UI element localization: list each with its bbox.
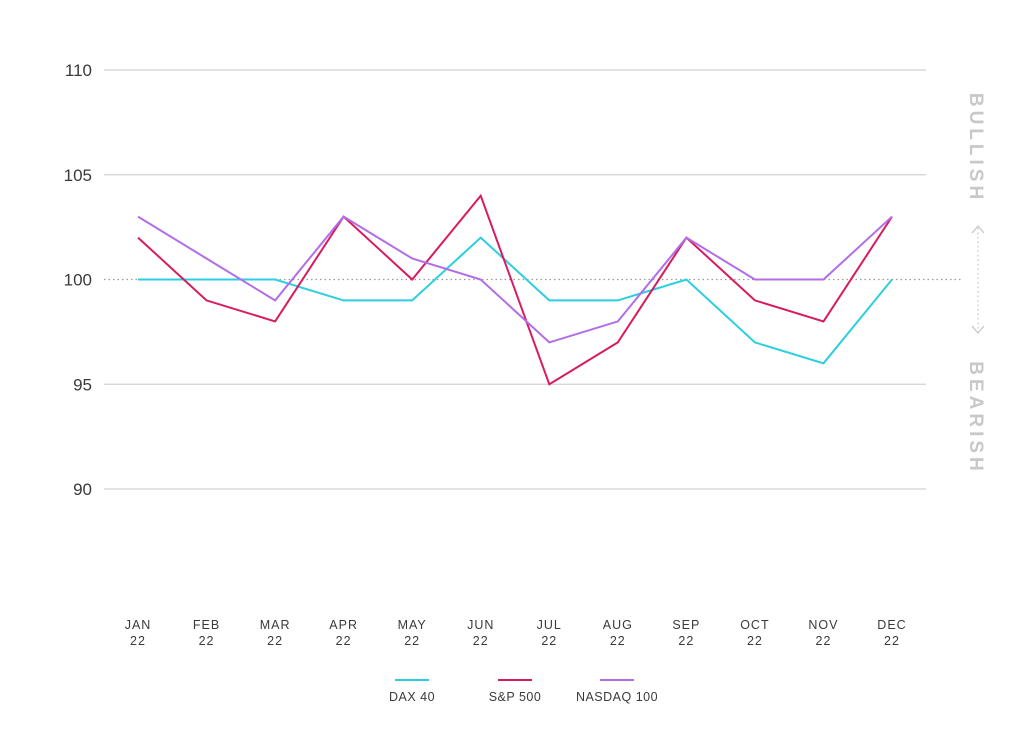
legend-label-s-p-500: S&P 500 <box>489 690 542 704</box>
x-tick-month-jan: JAN <box>125 618 152 632</box>
x-tick-year-feb: 22 <box>199 634 215 648</box>
y-tick-label-105: 105 <box>64 166 92 185</box>
x-tick-month-feb: FEB <box>193 618 220 632</box>
x-tick-month-dec: DEC <box>877 618 906 632</box>
x-tick-month-jun: JUN <box>467 618 494 632</box>
x-tick-month-jul: JUL <box>537 618 562 632</box>
y-tick-label-100: 100 <box>64 271 92 290</box>
bearish-label: BEARISH <box>965 361 986 475</box>
x-tick-year-jun: 22 <box>473 634 489 648</box>
x-tick-month-oct: OCT <box>740 618 769 632</box>
x-tick-year-jan: 22 <box>130 634 146 648</box>
x-tick-month-sep: SEP <box>672 618 700 632</box>
x-tick-year-sep: 22 <box>678 634 694 648</box>
x-tick-year-oct: 22 <box>747 634 763 648</box>
x-tick-month-nov: NOV <box>808 618 838 632</box>
series-line-s-p-500 <box>138 196 892 385</box>
x-tick-year-apr: 22 <box>336 634 352 648</box>
x-tick-year-mar: 22 <box>267 634 283 648</box>
legend-label-dax-40: DAX 40 <box>389 690 435 704</box>
x-tick-year-nov: 22 <box>816 634 832 648</box>
x-tick-year-jul: 22 <box>541 634 557 648</box>
x-tick-year-dec: 22 <box>884 634 900 648</box>
x-tick-month-apr: APR <box>329 618 358 632</box>
y-tick-label-110: 110 <box>65 61 92 80</box>
x-tick-month-may: MAY <box>398 618 427 632</box>
x-tick-year-aug: 22 <box>610 634 626 648</box>
bullish-label: BULLISH <box>965 93 986 203</box>
x-tick-year-may: 22 <box>404 634 420 648</box>
x-tick-month-aug: AUG <box>603 618 633 632</box>
series-line-dax-40 <box>138 238 892 364</box>
y-tick-label-90: 90 <box>73 480 92 499</box>
x-tick-month-mar: MAR <box>260 618 291 632</box>
legend-label-nasdaq-100: NASDAQ 100 <box>576 690 658 704</box>
y-tick-label-95: 95 <box>73 375 92 394</box>
